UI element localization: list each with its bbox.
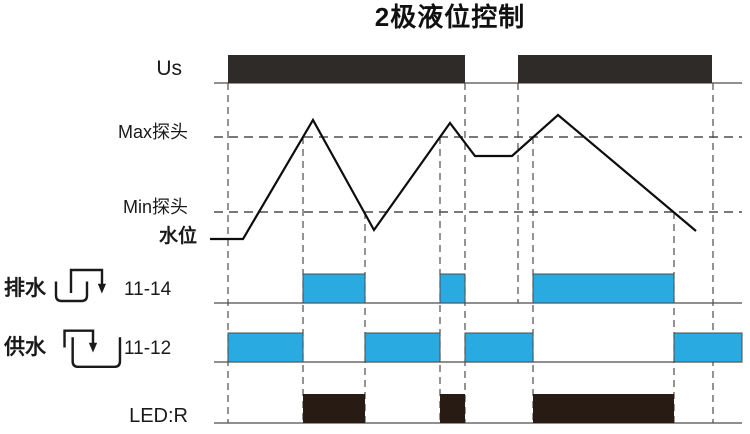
drain-function-label: 排水 [4, 277, 46, 300]
drain-signal-bar [302, 273, 366, 304]
max-probe-label: Max探头 [117, 122, 188, 142]
us-label: Us [156, 57, 182, 80]
led-signal-bar [533, 394, 674, 423]
led-signal-bar [303, 394, 365, 423]
supply-relay-icon [63, 329, 122, 369]
drain-signal-bar [439, 273, 466, 304]
page-title: 2极液位控制 [374, 2, 526, 32]
supply-signal-bar [673, 332, 743, 363]
drain-relay-icon [54, 268, 106, 303]
water-level-curve [210, 113, 697, 241]
supply-signal-bar [227, 332, 304, 363]
led-label: LED:R [129, 405, 188, 427]
water-level-label: 水位 [158, 226, 197, 247]
us-signal-bar [228, 55, 465, 83]
drain-signal-bar [532, 273, 675, 304]
supply-function-label: 供水 [4, 336, 46, 359]
min-probe-label: Min探头 [122, 197, 188, 217]
drain-terminal-label: 11-14 [124, 279, 172, 300]
supply-signal-bar [464, 332, 534, 363]
supply-signal-bar [364, 332, 441, 363]
supply-terminal-label: 11-12 [124, 338, 172, 359]
led-signal-bar [440, 394, 465, 423]
us-signal-bar [518, 55, 712, 83]
